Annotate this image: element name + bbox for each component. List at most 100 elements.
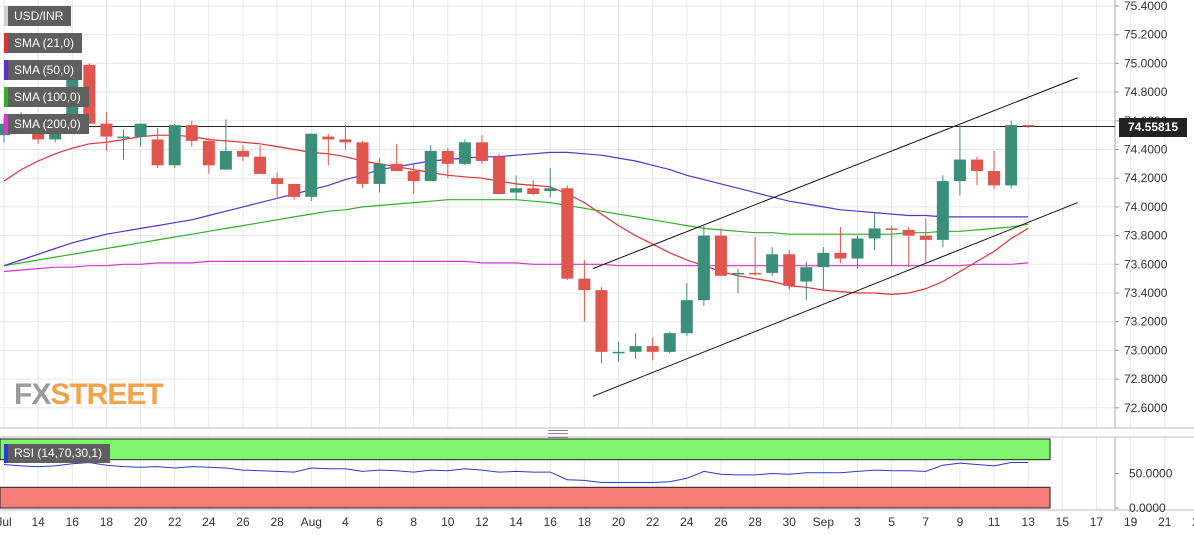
legend-sma100[interactable]: SMA (100,0) — [4, 87, 89, 107]
y-tick-label: 74.4000 — [1124, 143, 1168, 157]
x-tick-label: 26 — [714, 515, 728, 529]
rsi-tick-label: 0.0000 — [1129, 501, 1166, 515]
y-tick-label: 73.6000 — [1124, 257, 1168, 271]
y-tick-label: 75.2000 — [1124, 28, 1168, 42]
candle-body — [390, 163, 403, 172]
y-tick-label: 74.0000 — [1124, 200, 1168, 214]
candle-body — [527, 188, 540, 194]
y-tick-label: 74.8000 — [1124, 85, 1168, 99]
x-tick-label: 3 — [854, 515, 861, 529]
x-tick-label: 14 — [509, 515, 523, 529]
x-tick-label: 9 — [957, 515, 964, 529]
candle-body — [612, 351, 625, 354]
x-tick-label: Sep — [813, 515, 835, 529]
x-tick-label: 8 — [410, 515, 417, 529]
candle-body — [595, 290, 608, 352]
candle-body — [936, 181, 949, 240]
legend-sma50[interactable]: SMA (50,0) — [4, 60, 83, 80]
candle-body — [578, 278, 591, 291]
x-tick-label: 14 — [31, 515, 45, 529]
candle-body — [732, 272, 745, 275]
trend-channel-upper — [592, 77, 1078, 270]
candle-body — [83, 64, 96, 124]
x-tick-label: 5 — [888, 515, 895, 529]
candle-body — [510, 188, 523, 193]
candle-body — [834, 252, 847, 259]
candle-body — [749, 272, 762, 275]
y-tick-label: 75.0000 — [1124, 56, 1168, 70]
candle-body — [288, 183, 301, 197]
legend-sma21[interactable]: SMA (21,0) — [4, 33, 83, 53]
candle-body — [493, 156, 506, 194]
rsi-oversold-zone — [0, 486, 1051, 509]
candle-body — [441, 150, 454, 164]
x-tick-label: 24 — [202, 515, 216, 529]
candle-body — [851, 238, 864, 259]
candle-body — [868, 228, 881, 239]
candle-body — [902, 229, 915, 236]
x-tick-label: 17 — [1090, 515, 1104, 529]
x-tick-label: 22 — [646, 515, 660, 529]
x-tick-label: 19 — [1124, 515, 1138, 529]
rsi-line — [3, 461, 1029, 483]
x-tick-label: 18 — [578, 515, 592, 529]
candle-body — [817, 252, 830, 268]
x-tick-label: Jul — [0, 515, 12, 529]
candle-body — [953, 159, 966, 182]
candle-body — [151, 139, 164, 166]
x-tick-label: 21 — [1158, 515, 1172, 529]
candle-body — [1005, 125, 1018, 186]
candle-body — [236, 150, 249, 157]
candle-body — [561, 188, 574, 279]
legend-symbol[interactable]: USD/INR — [4, 6, 72, 26]
y-tick-label: 72.8000 — [1124, 372, 1168, 386]
rsi-tick-label: 50.0000 — [1129, 467, 1173, 481]
candle-body — [254, 156, 267, 174]
legend-sma200[interactable]: SMA (200,0) — [4, 114, 89, 134]
candle-body — [714, 235, 727, 276]
candle-body — [305, 133, 318, 197]
x-tick-label: Aug — [301, 515, 322, 529]
candle-body — [407, 171, 420, 182]
candle-body — [663, 333, 676, 352]
x-tick-label: 13 — [1022, 515, 1036, 529]
y-tick-label: 73.8000 — [1124, 229, 1168, 243]
x-tick-label: 23 — [1192, 515, 1194, 529]
x-tick-label: 30 — [783, 515, 797, 529]
y-tick-label: 74.2000 — [1124, 171, 1168, 185]
last-price-tag: 74.55815 — [1119, 118, 1187, 137]
x-tick-label: 11 — [988, 515, 1001, 529]
candle-body — [458, 142, 471, 164]
x-tick-label: 22 — [168, 515, 182, 529]
y-tick-label: 75.4000 — [1124, 0, 1168, 13]
candle-body — [680, 300, 693, 334]
x-tick-label: 7 — [922, 515, 929, 529]
x-tick-label: 12 — [475, 515, 489, 529]
x-tick-label: 28 — [748, 515, 762, 529]
candle-body — [100, 123, 113, 137]
x-tick-label: 15 — [1056, 515, 1070, 529]
candle-body — [697, 235, 710, 301]
candle-body — [202, 140, 215, 166]
candle-body — [646, 346, 659, 352]
x-tick-label: 20 — [612, 515, 626, 529]
candle-body — [356, 142, 369, 184]
x-tick-label: 4 — [342, 515, 349, 529]
candle-body — [629, 346, 642, 352]
candle-body — [134, 123, 147, 137]
pane-resize-handle[interactable] — [548, 430, 568, 438]
y-tick-label: 73.0000 — [1124, 343, 1168, 357]
price-pane — [0, 0, 1115, 428]
x-tick-label: 18 — [100, 515, 114, 529]
x-tick-label: 16 — [66, 515, 80, 529]
candle-body — [800, 267, 813, 282]
candle-body — [919, 235, 932, 240]
legend-rsi[interactable]: RSI (14,70,30,1) — [4, 444, 111, 463]
candle-body — [544, 188, 557, 192]
candle-body — [885, 228, 898, 230]
candle-body — [168, 125, 181, 166]
candle-body — [424, 150, 437, 182]
candle-body — [271, 178, 284, 184]
rsi-overbought-zone — [0, 438, 1051, 461]
